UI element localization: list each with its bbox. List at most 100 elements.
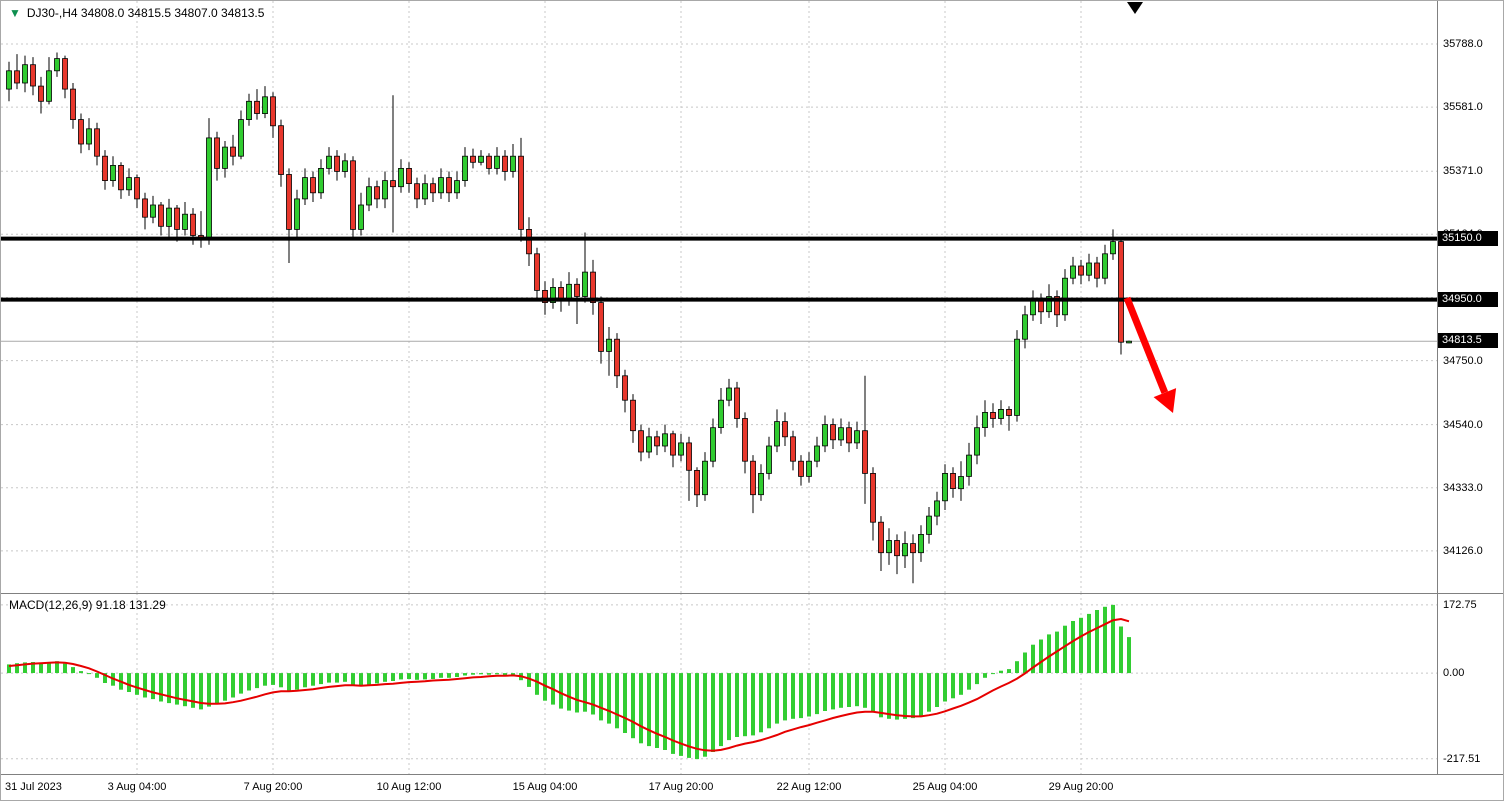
candle-body bbox=[230, 146, 236, 157]
macd-histogram-bar bbox=[47, 662, 51, 673]
macd-histogram-bar bbox=[623, 673, 627, 733]
candle-body bbox=[630, 399, 636, 432]
candle-body bbox=[478, 155, 484, 163]
price-axis-label: 35581.0 bbox=[1443, 101, 1483, 113]
macd-histogram-bar bbox=[391, 673, 395, 681]
candle-body bbox=[614, 338, 620, 377]
macd-histogram-bar bbox=[239, 673, 243, 694]
macd-histogram-bar bbox=[999, 670, 1003, 674]
macd-histogram-bar bbox=[799, 673, 803, 719]
macd-histogram-bar bbox=[871, 673, 875, 713]
macd-histogram-bar bbox=[1079, 617, 1083, 673]
candle-body bbox=[998, 408, 1004, 419]
macd-histogram-bar bbox=[815, 673, 819, 715]
candle-body bbox=[86, 128, 92, 145]
macd-histogram-bar bbox=[207, 673, 211, 707]
macd-histogram-bar bbox=[1103, 606, 1107, 673]
pane-separator[interactable] bbox=[1, 593, 1503, 594]
macd-indicator-pane[interactable] bbox=[1, 593, 1437, 774]
macd-histogram-bar bbox=[287, 673, 291, 691]
candle-body bbox=[182, 213, 188, 230]
candle-body bbox=[1006, 408, 1012, 416]
macd-histogram-bar bbox=[911, 673, 915, 719]
symbol-ohlc-text: DJ30-,H4 34808.0 34815.5 34807.0 34813.5 bbox=[26, 6, 265, 20]
candle-body bbox=[710, 427, 716, 462]
main-chart-pane[interactable] bbox=[1, 1, 1437, 593]
macd-histogram-bar bbox=[407, 673, 411, 679]
time-axis[interactable]: 31 Jul 2023 3 Aug 04:00 7 Aug 20:00 10 Aug … bbox=[1, 775, 1503, 800]
macd-histogram-bar bbox=[383, 673, 387, 682]
macd-histogram-bar bbox=[439, 673, 443, 678]
macd-histogram-bar bbox=[103, 673, 107, 683]
macd-histogram-bar bbox=[991, 673, 995, 675]
macd-histogram-bar bbox=[199, 673, 203, 710]
candle-body bbox=[726, 387, 732, 401]
candle-body bbox=[350, 160, 356, 230]
macd-histogram-bar bbox=[959, 673, 963, 695]
macd-histogram-bar bbox=[751, 673, 755, 736]
macd-histogram-bar bbox=[135, 673, 139, 695]
macd-histogram-bar bbox=[263, 673, 267, 686]
candle-body bbox=[134, 177, 140, 200]
candle-body bbox=[686, 442, 692, 471]
candle-body bbox=[1086, 262, 1092, 276]
candle-body bbox=[390, 180, 396, 188]
candle-body bbox=[310, 177, 316, 194]
candle-body bbox=[582, 271, 588, 297]
price-axis-label: 35371.0 bbox=[1443, 165, 1483, 177]
candle-body bbox=[622, 375, 628, 401]
time-axis-label: 3 Aug 04:00 bbox=[107, 781, 167, 793]
macd-histogram-bar bbox=[167, 673, 171, 704]
macd-histogram-bar bbox=[1007, 669, 1011, 673]
macd-histogram-bar bbox=[967, 673, 971, 690]
candle-body bbox=[486, 155, 492, 169]
macd-histogram-bar bbox=[695, 673, 699, 760]
macd-histogram-bar bbox=[839, 673, 843, 708]
candle-body bbox=[406, 167, 412, 184]
macd-histogram-bar bbox=[767, 673, 771, 729]
main-grid bbox=[1, 1, 1437, 593]
trend-arrow-annotation[interactable] bbox=[1123, 296, 1177, 413]
macd-histogram-bar bbox=[1087, 613, 1091, 674]
candle-body bbox=[502, 155, 508, 172]
chart-shift-marker-icon[interactable] bbox=[1127, 2, 1143, 14]
macd-histogram-bar bbox=[943, 673, 947, 702]
candle-body bbox=[526, 228, 532, 255]
candle-body bbox=[158, 204, 164, 227]
candle-body bbox=[1094, 262, 1100, 279]
macd-histogram-bar bbox=[31, 662, 35, 673]
candle-body bbox=[118, 164, 124, 191]
macd-histogram-bar bbox=[575, 673, 579, 713]
macd-histogram-bar bbox=[39, 662, 43, 674]
candle-body bbox=[814, 445, 820, 462]
macd-histogram-bar bbox=[927, 673, 931, 712]
candle-body bbox=[926, 515, 932, 535]
macd-histogram-bar bbox=[367, 673, 371, 685]
price-axis-separator bbox=[1437, 1, 1438, 774]
symbol-ohlc-header: ▼ DJ30-,H4 34808.0 34815.5 34807.0 34813… bbox=[9, 6, 264, 20]
candle-body bbox=[838, 427, 844, 441]
candle-body bbox=[454, 180, 460, 194]
macd-histogram-bar bbox=[903, 673, 907, 719]
time-axis-label: 15 Aug 04:00 bbox=[512, 781, 578, 793]
candle-body bbox=[1014, 338, 1020, 416]
macd-histogram-bar bbox=[535, 673, 539, 695]
macd-axis-label: -217.51 bbox=[1443, 753, 1481, 765]
candle-body bbox=[566, 283, 572, 300]
macd-histogram-bar bbox=[503, 673, 507, 676]
candle-body bbox=[398, 167, 404, 188]
macd-histogram-bar bbox=[175, 673, 179, 705]
macd-histogram-bar bbox=[599, 673, 603, 721]
symbol-dropdown-icon[interactable]: ▼ bbox=[9, 6, 21, 20]
macd-histogram-bar bbox=[855, 673, 859, 707]
candle-body bbox=[366, 186, 372, 206]
macd-histogram-bar bbox=[295, 673, 299, 690]
candle-body bbox=[670, 433, 676, 456]
candle-body bbox=[638, 430, 644, 453]
price-axis[interactable]: 35788.035581.035371.035164.034750.034540… bbox=[1438, 1, 1503, 774]
candle-body bbox=[846, 427, 852, 444]
macd-histogram-bar bbox=[735, 673, 739, 737]
candle-body bbox=[806, 460, 812, 477]
macd-histogram-bar bbox=[831, 673, 835, 710]
candle-body bbox=[654, 436, 660, 447]
